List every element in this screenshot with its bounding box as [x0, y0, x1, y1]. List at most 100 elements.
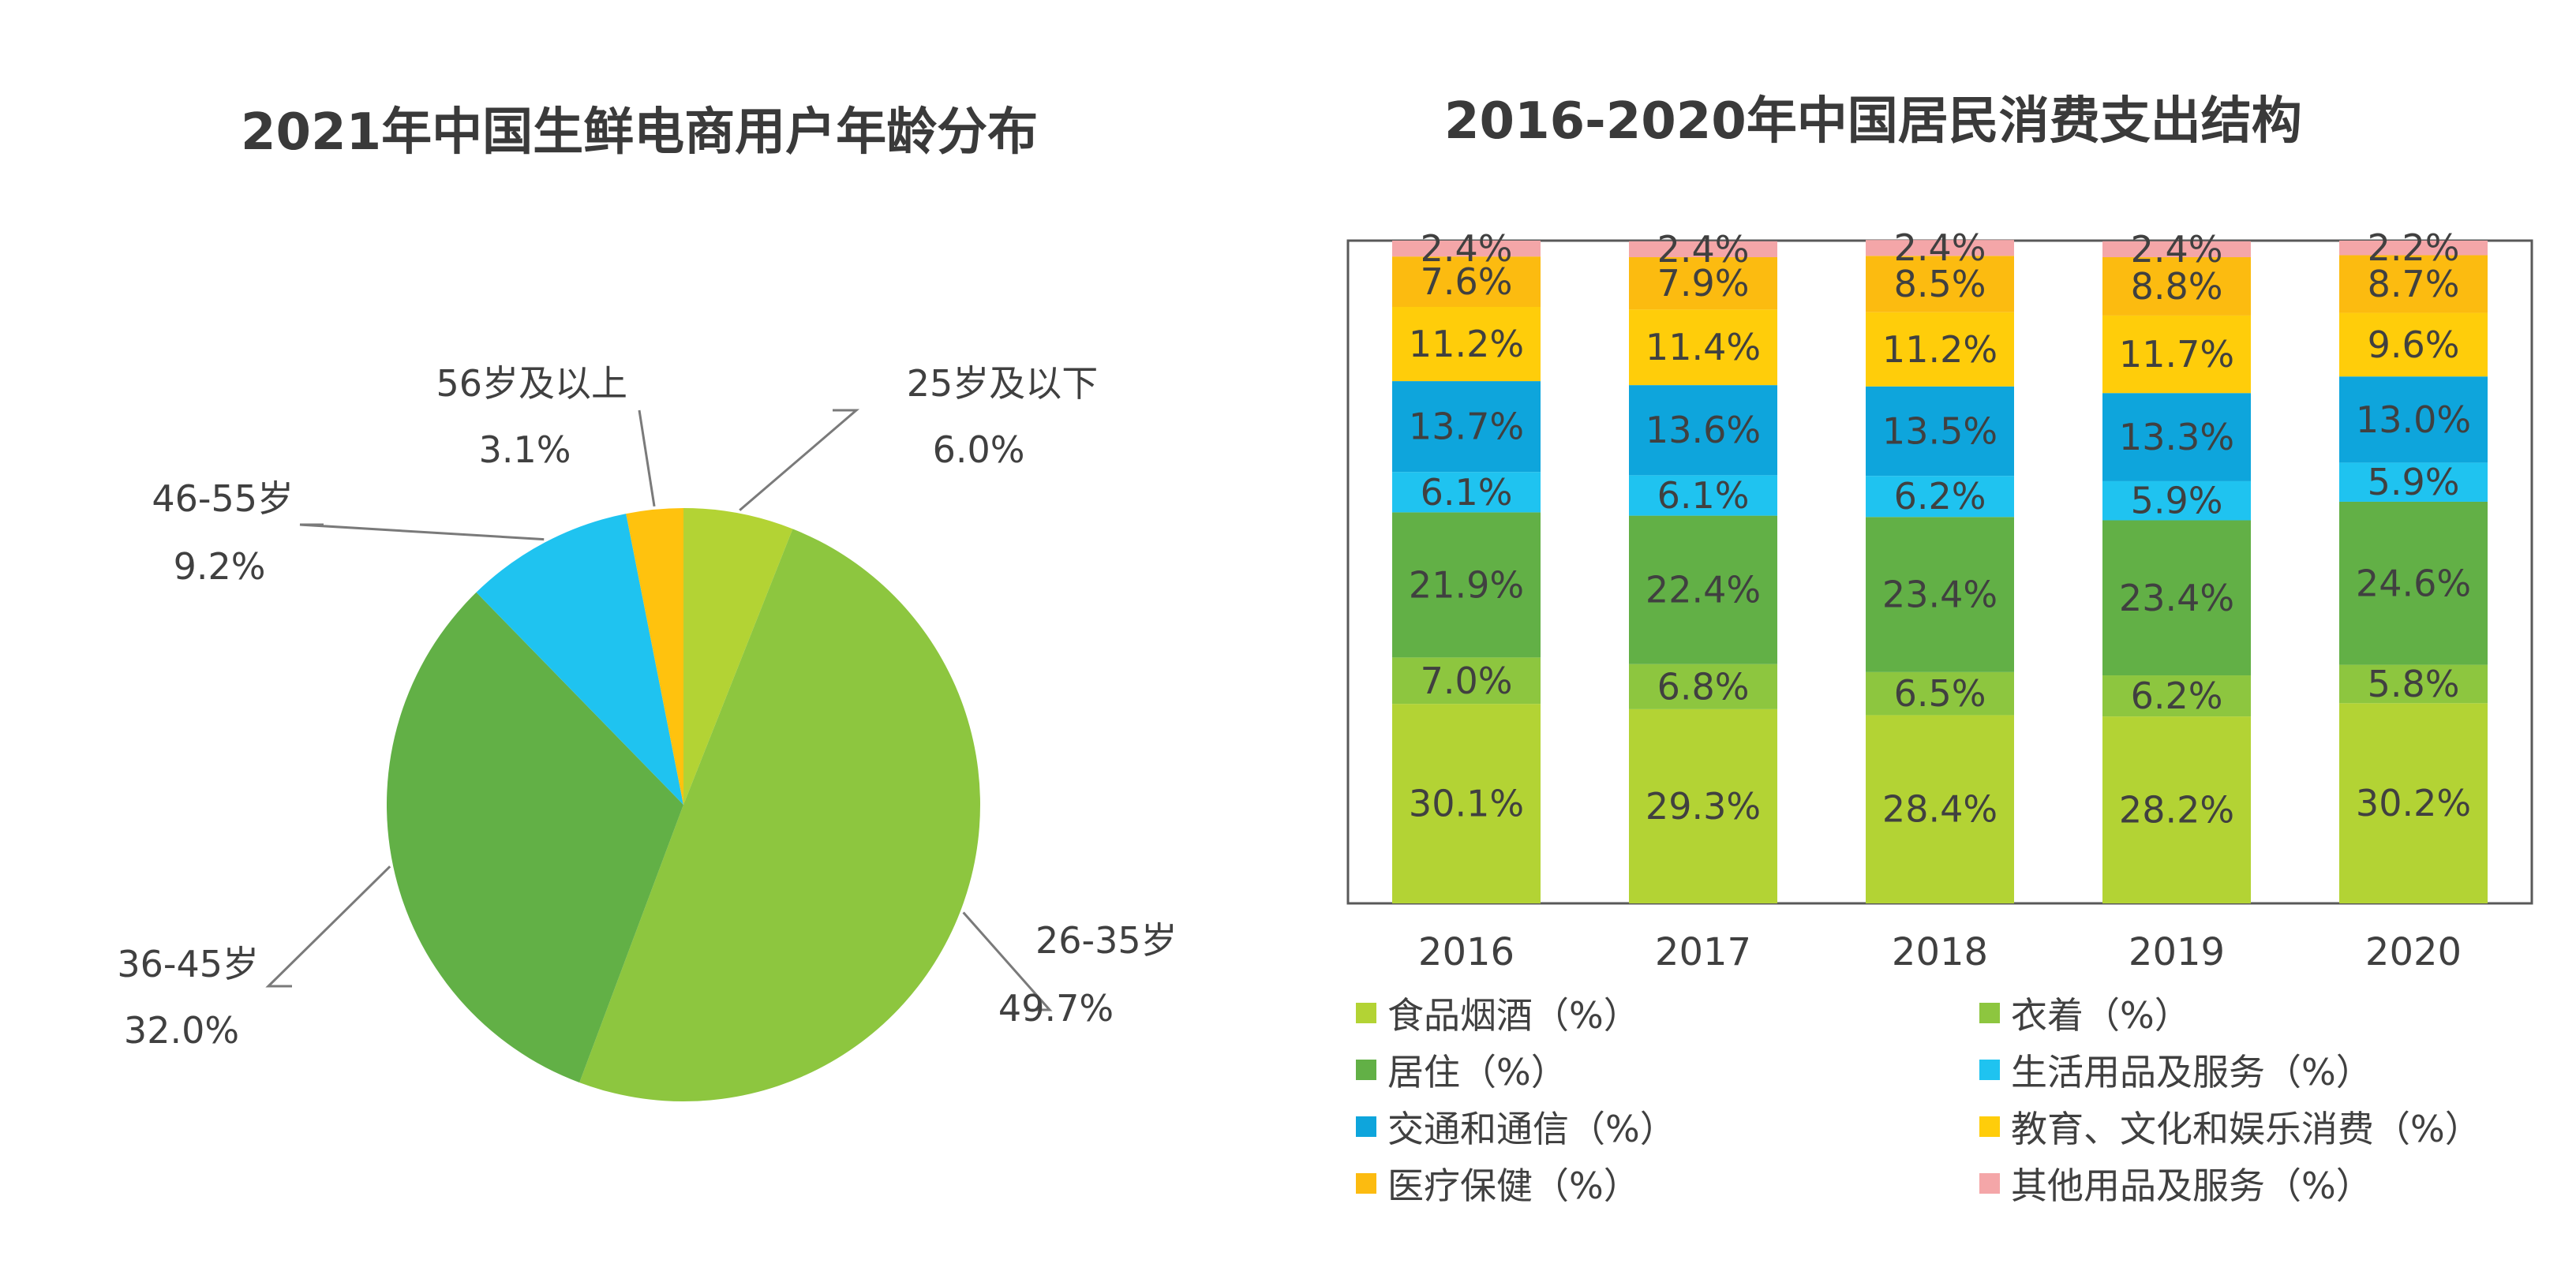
bar-value-label-2018-1: 6.5%	[1894, 672, 1986, 715]
bar-segment-2018-6	[1866, 256, 2014, 312]
bar-segment-2018-5	[1866, 312, 2014, 387]
bar-value-label-2020-3: 5.9%	[2368, 461, 2460, 503]
legend-item-2: 居住（%）	[1356, 1048, 1979, 1093]
bar-value-label-2019-0: 28.2%	[2119, 789, 2234, 832]
bar-segment-2019-1	[2102, 675, 2251, 717]
bar-value-label-2017-0: 29.3%	[1646, 785, 1761, 828]
bar-segment-2017-2	[1629, 515, 1777, 664]
x-tick-label-2019: 2019	[2129, 930, 2225, 974]
bar-value-label-2017-5: 11.4%	[1646, 326, 1761, 368]
pie-category-label-0: 25岁及以下	[907, 362, 1099, 405]
pie-value-label-1: 49.7%	[998, 987, 1114, 1030]
bar-value-label-2016-7: 2.4%	[1421, 227, 1513, 270]
legend-label-6: 医疗保健（%）	[1387, 1165, 1640, 1207]
bar-segment-2020-5	[2339, 312, 2488, 377]
bar-value-label-2020-5: 9.6%	[2368, 323, 2460, 366]
bar-value-label-2016-1: 7.0%	[1421, 660, 1513, 702]
pie-category-label-2: 36-45岁	[117, 943, 259, 985]
legend-label-4: 交通和通信（%）	[1387, 1108, 1676, 1150]
bar-value-label-2018-3: 6.2%	[1894, 475, 1986, 518]
legend-label-3: 生活用品及服务（%）	[2011, 1051, 2372, 1093]
bar-value-label-2016-4: 13.7%	[1409, 406, 1524, 448]
bar-value-label-2020-1: 5.8%	[2368, 663, 2460, 705]
bar-value-label-2019-1: 6.2%	[2131, 675, 2223, 717]
bar-segment-2020-1	[2339, 664, 2488, 704]
bar-value-label-2017-6: 7.9%	[1657, 262, 1750, 305]
bar-value-label-2019-6: 8.8%	[2131, 265, 2223, 308]
pie-value-label-2: 32.0%	[124, 1009, 239, 1052]
bar-value-label-2020-4: 13.0%	[2356, 398, 2471, 441]
bar-segment-2016-1	[1392, 657, 1541, 705]
bar-value-label-2016-6: 7.6%	[1421, 260, 1513, 303]
legend-item-4: 交通和通信（%）	[1356, 1105, 1979, 1150]
bar-segment-2017-3	[1629, 475, 1777, 516]
bar-segment-2018-2	[1866, 517, 2014, 672]
bar-value-label-2020-2: 24.6%	[2356, 562, 2471, 604]
bar-value-label-2017-2: 22.4%	[1646, 569, 1761, 611]
pie-value-label-0: 6.0%	[933, 428, 1025, 471]
x-tick-label-2016: 2016	[1418, 930, 1515, 974]
bar-value-label-2018-7: 2.4%	[1894, 226, 1986, 269]
bar-value-label-2020-7: 2.2%	[2368, 226, 2460, 269]
bar-segment-2017-7	[1629, 241, 1777, 257]
pie-category-label-4: 56岁及以上	[436, 362, 627, 405]
bar-chart-legend: 食品烟酒（%） 衣着（%） 居住（%） 生活用品及服务（%） 交通和通信（%） 教育、文化…	[1356, 991, 2571, 1207]
bar-segment-2019-0	[2102, 716, 2251, 903]
pie-slice-3	[476, 514, 683, 805]
bar-chart-title: 2016-2020年中国居民消费支出结构	[1444, 92, 2302, 151]
pie-value-label-4: 3.1%	[479, 428, 571, 471]
legend-swatch-4	[1356, 1116, 1376, 1137]
bar-value-label-2019-3: 5.9%	[2131, 480, 2223, 522]
bar-value-label-2016-5: 11.2%	[1409, 323, 1524, 365]
pie-slice-4	[626, 508, 683, 805]
bar-segment-2016-2	[1392, 512, 1541, 658]
legend-label-5: 教育、文化和娱乐消费（%）	[2011, 1108, 2481, 1150]
legend-label-2: 居住（%）	[1387, 1051, 1567, 1093]
bar-segment-2018-7	[1866, 240, 2014, 256]
bar-value-label-2017-3: 6.1%	[1657, 474, 1750, 517]
legend-label-0: 食品烟酒（%）	[1387, 994, 1640, 1037]
bar-segment-2020-4	[2339, 376, 2488, 463]
bar-value-label-2016-2: 21.9%	[1409, 563, 1524, 606]
bar-value-label-2019-4: 13.3%	[2119, 416, 2234, 458]
bar-segment-2018-1	[1866, 671, 2014, 716]
bar-value-label-2020-6: 8.7%	[2368, 263, 2460, 305]
bar-value-label-2018-6: 8.5%	[1894, 263, 1986, 305]
legend-item-7: 其他用品及服务（%）	[1979, 1161, 2571, 1207]
bar-segment-2019-7	[2102, 241, 2251, 257]
pie-value-label-3: 9.2%	[174, 545, 266, 588]
bar-value-label-2017-4: 13.6%	[1646, 409, 1761, 451]
pie-slice-2	[387, 592, 683, 1083]
x-tick-label-2018: 2018	[1892, 930, 1988, 974]
legend-item-1: 衣着（%）	[1979, 991, 2571, 1037]
bar-value-label-2017-1: 6.8%	[1657, 665, 1750, 708]
bar-value-label-2018-4: 13.5%	[1882, 410, 1998, 453]
bar-segment-2016-6	[1392, 256, 1541, 307]
legend-swatch-6	[1356, 1173, 1376, 1194]
bar-segment-2019-4	[2102, 393, 2251, 481]
bar-segment-2020-6	[2339, 255, 2488, 313]
x-tick-label-2020: 2020	[2365, 930, 2462, 974]
bar-segment-2016-3	[1392, 472, 1541, 513]
bar-segment-2020-7	[2339, 241, 2488, 256]
pie-chart-title: 2021年中国生鲜电商用户年龄分布	[241, 103, 1039, 162]
bar-value-label-2018-2: 23.4%	[1882, 574, 1998, 616]
bar-value-label-2018-0: 28.4%	[1882, 788, 1998, 831]
bar-value-label-2018-5: 11.2%	[1882, 328, 1998, 371]
bar-value-label-2016-3: 6.1%	[1421, 471, 1513, 514]
bar-value-label-2019-7: 2.4%	[2131, 228, 2223, 271]
bar-segment-2019-6	[2102, 257, 2251, 316]
bar-segment-2016-5	[1392, 307, 1541, 382]
pie-leader-line-4	[638, 409, 656, 507]
legend-swatch-5	[1979, 1116, 2000, 1137]
legend-swatch-2	[1356, 1060, 1376, 1080]
pie-slice-0	[683, 508, 793, 805]
legend-item-0: 食品烟酒（%）	[1356, 991, 1979, 1037]
bar-segment-2017-1	[1629, 664, 1777, 709]
bar-value-label-2019-2: 23.4%	[2119, 577, 2234, 619]
bar-segment-2019-3	[2102, 480, 2251, 521]
bar-segment-2018-3	[1866, 476, 2014, 518]
legend-swatch-0	[1356, 1003, 1376, 1023]
legend-swatch-7	[1979, 1173, 2000, 1194]
